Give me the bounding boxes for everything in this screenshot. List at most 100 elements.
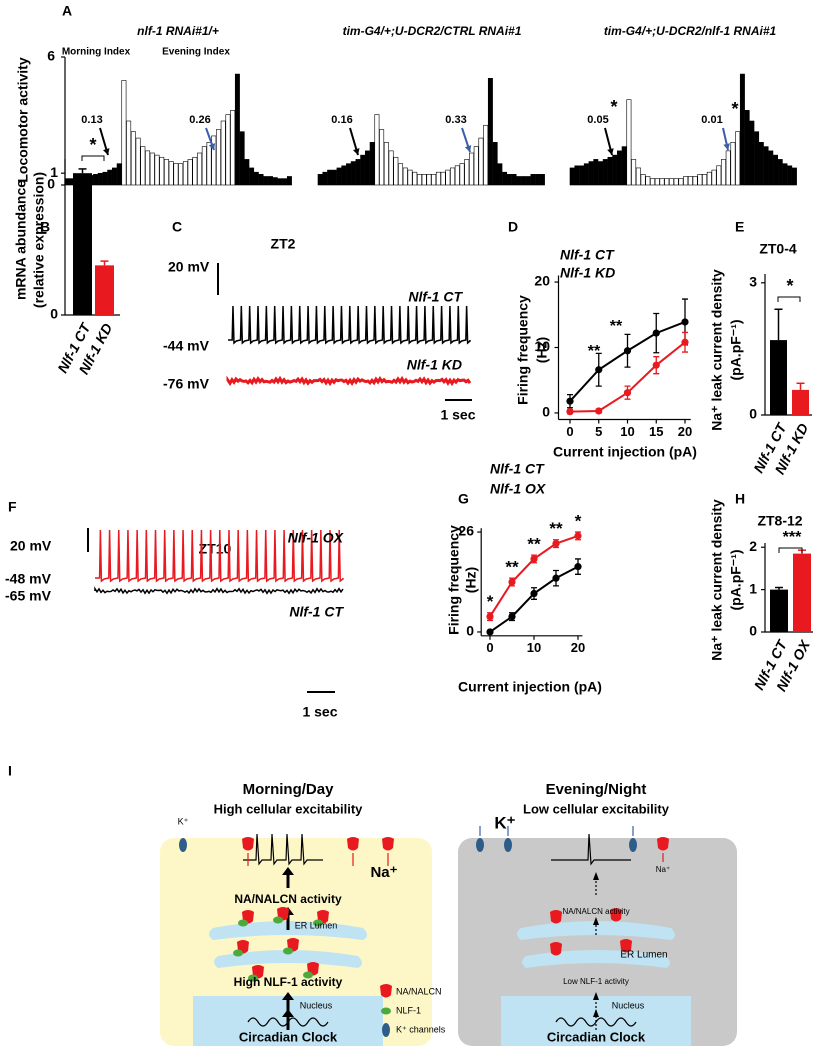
histogram-bar <box>164 159 169 186</box>
bar <box>770 589 788 632</box>
histogram-bar <box>777 159 783 186</box>
y-axis-label: Firing frequency <box>515 295 531 405</box>
arrow-head <box>282 1009 294 1017</box>
histogram-bar <box>220 120 226 186</box>
data-point <box>552 574 560 582</box>
na-channel-icon <box>382 837 394 851</box>
y-tick-label: 2 <box>749 538 757 554</box>
histogram-bar <box>178 163 184 186</box>
histogram-bar <box>583 163 589 186</box>
histogram-bar <box>431 174 437 186</box>
y-tick-label: 0 <box>466 623 474 639</box>
histogram-bar <box>249 167 255 186</box>
histogram-bar <box>758 142 764 186</box>
histogram-bar <box>268 176 273 186</box>
histogram-bar <box>492 142 498 186</box>
diagram-er: ER Lumen <box>295 920 338 930</box>
nlf1-icon <box>303 971 313 979</box>
data-point <box>508 612 516 621</box>
arrow-head <box>208 143 216 150</box>
histogram-bar <box>327 169 333 186</box>
histogram-bar <box>379 129 385 186</box>
legend-label: NA/NALCN <box>396 986 442 996</box>
histogram-bar <box>225 114 231 186</box>
y-axis-label: mRNA abundance <box>13 180 29 300</box>
k-channel-icon <box>629 838 637 852</box>
data-point <box>681 318 689 326</box>
histogram-bar <box>735 131 741 186</box>
histogram-bar <box>322 171 328 186</box>
nlf1-icon <box>381 1007 391 1015</box>
histogram-bar <box>277 178 283 186</box>
histogram-bar <box>140 146 146 186</box>
histogram-bar <box>782 163 788 186</box>
y-tick-label: 6 <box>47 48 55 64</box>
y-tick-label: 1 <box>749 580 757 596</box>
na-channel-icon <box>550 910 562 924</box>
histogram-bar <box>374 114 380 186</box>
histogram-bar <box>97 172 103 186</box>
spike-trace <box>551 833 631 866</box>
data-point <box>574 532 582 540</box>
diagram-nlf: High NLF-1 activity <box>234 975 343 989</box>
data-point <box>486 628 494 636</box>
histogram-bar <box>683 176 689 186</box>
histogram-bar <box>135 137 141 186</box>
voltage-trace <box>94 586 344 595</box>
data-point <box>486 612 494 621</box>
histogram-bar <box>569 167 575 186</box>
diagram-clock: Circadian Clock <box>547 1029 646 1044</box>
histogram-bar <box>149 152 155 186</box>
y-tick-label: 0 <box>542 404 550 420</box>
y-tick-label: 0 <box>749 406 757 422</box>
histogram-bar <box>659 178 665 186</box>
histogram-bar <box>511 174 517 186</box>
histogram-bar <box>282 178 288 186</box>
diagram-subtitle: High cellular excitability <box>214 801 364 816</box>
histogram-bar <box>154 154 160 186</box>
x-tick-label: 10 <box>527 640 541 655</box>
panel-label: I <box>8 763 12 779</box>
diagram-ion-na: Na⁺ <box>370 864 397 881</box>
histogram-bar <box>711 169 717 186</box>
histogram-bar <box>631 159 637 186</box>
chart-title: ZT0-4 <box>759 241 797 257</box>
histogram-bar <box>621 146 627 186</box>
histogram-bar <box>331 169 337 186</box>
arrow-head <box>464 145 472 152</box>
voltage-scale: 20 mV <box>10 538 52 554</box>
er-membrane <box>209 921 367 940</box>
bar <box>793 553 811 632</box>
histogram-bar <box>725 150 731 186</box>
histogram-bar <box>407 169 413 186</box>
panel-label: E <box>735 219 744 235</box>
diagram-title: Morning/Day <box>243 781 334 798</box>
histogram-bar <box>355 159 361 186</box>
time-scale: 1 sec <box>302 704 337 720</box>
nlf1-icon <box>273 916 283 924</box>
histogram-bar <box>192 156 198 186</box>
annotation: 0.05 <box>587 114 608 126</box>
histogram-bar <box>145 150 151 186</box>
diagram-ion-k: K⁺ <box>494 813 515 832</box>
diagram-clock: Circadian Clock <box>239 1029 338 1044</box>
histogram-bar <box>346 163 352 186</box>
diagram-ion-k: K⁺ <box>178 816 189 826</box>
annotation: 0.26 <box>189 114 210 126</box>
significance-bracket <box>81 155 105 161</box>
k-channel-icon <box>476 838 484 852</box>
histogram-bar <box>616 150 622 186</box>
histogram-bar <box>459 163 465 186</box>
nlf1-icon <box>233 949 243 957</box>
trace-label: Nlf-1 CT <box>289 604 344 620</box>
histogram-bar <box>497 163 503 186</box>
histogram-bar <box>607 156 613 186</box>
histogram-bar <box>182 161 188 186</box>
histogram-bar <box>173 163 179 186</box>
histogram-bar <box>253 171 259 186</box>
annotation: * <box>487 592 494 611</box>
histogram-bar <box>402 167 408 186</box>
histogram-bar <box>168 161 174 186</box>
histogram-bar <box>272 177 278 186</box>
